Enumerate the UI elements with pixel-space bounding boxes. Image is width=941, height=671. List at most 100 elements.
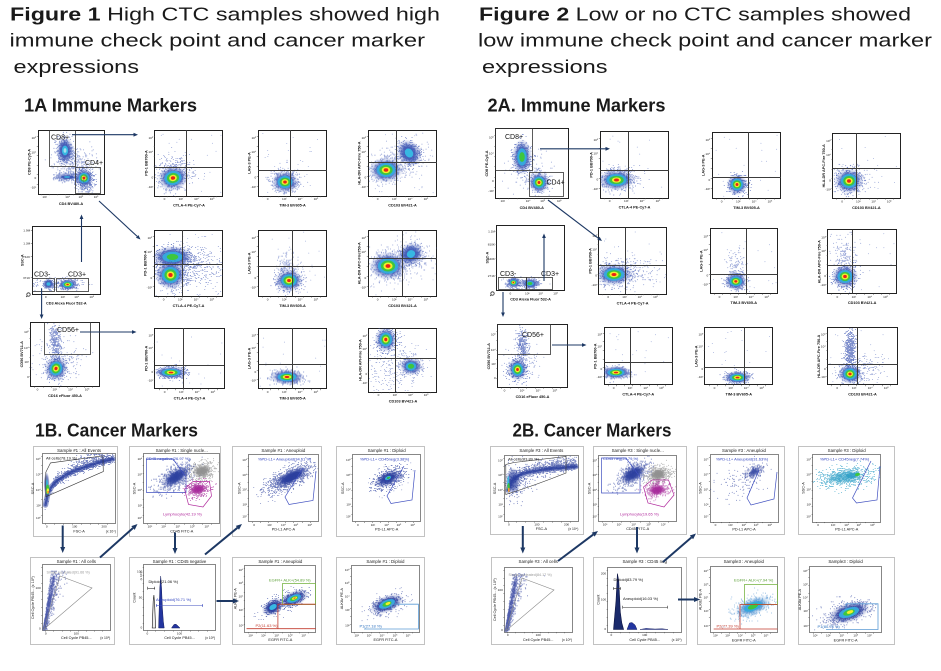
svg-text:CD8+: CD8+ xyxy=(51,135,69,142)
svg-text:10⁴: 10⁴ xyxy=(752,200,757,204)
svg-text:0: 0 xyxy=(357,523,359,527)
svg-text:200: 200 xyxy=(601,572,606,576)
svg-text:0: 0 xyxy=(719,295,721,299)
svg-text:TIM-3 BV605-A: TIM-3 BV605-A xyxy=(733,206,760,210)
svg-text:10⁴: 10⁴ xyxy=(705,152,710,156)
svg-text:10⁴: 10⁴ xyxy=(346,488,351,492)
svg-text:-10³: -10³ xyxy=(593,187,599,191)
svg-text:-10³: -10³ xyxy=(251,379,257,383)
svg-text:10⁰: 10⁰ xyxy=(346,515,351,519)
svg-text:PD-L1 APC-A: PD-L1 APC-A xyxy=(272,528,296,532)
svg-text:CD3+: CD3+ xyxy=(541,271,559,278)
svg-text:10³: 10³ xyxy=(728,386,732,390)
svg-text:0: 0 xyxy=(504,389,506,393)
svg-text:Sample #1 : Aneuploid: Sample #1 : Aneuploid xyxy=(261,448,305,453)
svg-text:10⁵: 10⁵ xyxy=(768,200,773,204)
svg-text:0: 0 xyxy=(364,276,366,280)
svg-text:10²: 10² xyxy=(36,503,40,507)
svg-text:10⁴: 10⁴ xyxy=(345,595,350,599)
svg-text:CD4 BV480-A: CD4 BV480-A xyxy=(59,202,84,206)
svg-text:10⁵: 10⁵ xyxy=(656,199,661,203)
svg-text:Low or no CTC samples showed: Low or no CTC samples showed xyxy=(576,4,911,25)
svg-text:100: 100 xyxy=(498,588,503,592)
svg-text:10⁴: 10⁴ xyxy=(871,200,876,204)
svg-text:10⁶: 10⁶ xyxy=(406,633,411,637)
svg-text:PD-1 BB700-A: PD-1 BB700-A xyxy=(594,343,598,369)
svg-text:10⁶: 10⁶ xyxy=(592,473,597,477)
svg-text:10⁵: 10⁵ xyxy=(314,197,319,201)
svg-text:10²: 10² xyxy=(704,502,708,506)
svg-text:10⁵: 10⁵ xyxy=(345,581,350,585)
svg-text:10⁵: 10⁵ xyxy=(361,236,366,240)
svg-text:10⁰: 10⁰ xyxy=(704,515,709,519)
svg-text:10⁸: 10⁸ xyxy=(704,457,709,461)
svg-text:10⁶: 10⁶ xyxy=(806,472,811,476)
svg-text:10⁸: 10⁸ xyxy=(242,458,247,462)
svg-text:0: 0 xyxy=(596,178,598,182)
svg-text:10³: 10³ xyxy=(525,291,529,295)
svg-text:Aneuploid(76.71 %): Aneuploid(76.71 %) xyxy=(156,597,192,602)
svg-text:CTLA-4 PE-Cy7-A: CTLA-4 PE-Cy7-A xyxy=(619,206,651,210)
svg-text:(x 10⁵): (x 10⁵) xyxy=(205,636,215,640)
svg-text:1.9M: 1.9M xyxy=(23,229,30,233)
svg-text:0: 0 xyxy=(151,176,153,180)
svg-text:10⁴: 10⁴ xyxy=(498,488,503,492)
svg-text:10⁴: 10⁴ xyxy=(742,523,747,527)
svg-text:P1(27.18 %): P1(27.18 %) xyxy=(360,624,383,629)
svg-text:10⁵: 10⁵ xyxy=(826,139,831,143)
svg-text:0: 0 xyxy=(494,376,496,380)
svg-text:10³: 10³ xyxy=(393,393,397,397)
svg-text:10⁴: 10⁴ xyxy=(194,197,199,201)
svg-text:HLA-DR API-Fire 750-A: HLA-DR API-Fire 750-A xyxy=(359,339,363,381)
svg-text:271K: 271K xyxy=(488,274,496,278)
svg-text:10⁵: 10⁵ xyxy=(597,333,602,337)
svg-text:0: 0 xyxy=(150,276,152,280)
svg-text:SSC-A: SSC-A xyxy=(699,482,703,494)
svg-text:10⁴: 10⁴ xyxy=(526,199,531,203)
svg-text:CD56+: CD56+ xyxy=(57,327,79,334)
svg-text:0: 0 xyxy=(39,627,41,631)
svg-text:TIM-3 BV605-A: TIM-3 BV605-A xyxy=(279,204,306,208)
svg-text:10⁴: 10⁴ xyxy=(491,348,496,352)
svg-text:10³: 10³ xyxy=(239,608,243,612)
svg-text:10⁶: 10⁶ xyxy=(870,523,875,527)
svg-text:ALK8a PE-A: ALK8a PE-A xyxy=(798,588,802,610)
svg-text:10⁵: 10⁵ xyxy=(540,199,545,203)
svg-text:0: 0 xyxy=(836,386,838,390)
svg-text:10³: 10³ xyxy=(282,390,286,394)
svg-text:0: 0 xyxy=(508,523,510,527)
svg-text:expressions: expressions xyxy=(14,56,140,77)
svg-text:10⁵: 10⁵ xyxy=(653,295,658,299)
svg-text:(x 10⁵): (x 10⁵) xyxy=(100,636,110,640)
svg-text:0: 0 xyxy=(715,523,717,527)
svg-text:10²: 10² xyxy=(831,523,835,527)
svg-text:10²: 10² xyxy=(593,502,597,506)
svg-text:0: 0 xyxy=(37,388,39,392)
svg-text:-10³: -10³ xyxy=(698,375,704,379)
svg-text:10⁸: 10⁸ xyxy=(137,457,142,461)
svg-text:10²: 10² xyxy=(148,525,152,529)
svg-text:HLA-DR APC-Fire 750-A: HLA-DR APC-Fire 750-A xyxy=(822,144,826,187)
svg-text:10²: 10² xyxy=(807,502,811,506)
svg-text:immune check point and cancer: immune check point and cancer marker xyxy=(10,29,426,50)
svg-text:10⁴: 10⁴ xyxy=(826,153,831,157)
svg-text:ALK8z PE-A: ALK8z PE-A xyxy=(234,588,238,610)
svg-text:%PD-L1+ Aneuploid(31.63%): %PD-L1+ Aneuploid(31.63%) xyxy=(716,457,769,462)
svg-text:10⁵: 10⁵ xyxy=(251,236,256,240)
svg-text:SSC-A: SSC-A xyxy=(588,482,592,494)
svg-text:10⁶: 10⁶ xyxy=(867,634,872,638)
svg-text:0: 0 xyxy=(267,390,269,394)
svg-text:10⁶: 10⁶ xyxy=(498,473,503,477)
svg-text:CD103 BV421-A: CD103 BV421-A xyxy=(848,301,877,305)
svg-text:10⁴: 10⁴ xyxy=(840,634,845,638)
svg-text:100: 100 xyxy=(36,586,41,590)
svg-text:PD-1 BB700-A: PD-1 BB700-A xyxy=(144,250,148,276)
svg-text:10⁴: 10⁴ xyxy=(251,346,256,350)
svg-text:10⁴: 10⁴ xyxy=(384,523,389,527)
svg-text:HLA-DR APC-Fire 750-A: HLA-DR APC-Fire 750-A xyxy=(817,334,821,377)
svg-text:Count: Count xyxy=(133,592,137,603)
svg-text:10⁴: 10⁴ xyxy=(380,633,385,637)
svg-text:10³: 10³ xyxy=(24,360,28,364)
svg-text:Sample #3 : Aneuploid: Sample #3 : Aneuploid xyxy=(722,448,766,453)
svg-text:10⁵: 10⁵ xyxy=(361,136,366,140)
